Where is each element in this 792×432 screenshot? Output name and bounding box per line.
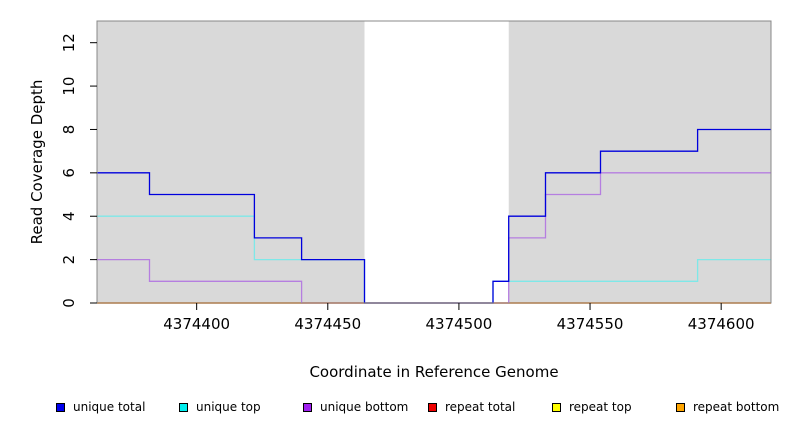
legend-item-unique-bottom: unique bottom bbox=[303, 400, 408, 414]
y-tick-label: 0 bbox=[60, 298, 78, 308]
x-axis-title: Coordinate in Reference Genome bbox=[309, 363, 558, 381]
legend-label: repeat top bbox=[569, 400, 632, 414]
x-tick-label: 4374600 bbox=[688, 315, 755, 333]
shaded-region bbox=[508, 21, 771, 303]
legend-label: unique total bbox=[73, 400, 146, 414]
legend-swatch bbox=[552, 402, 561, 412]
legend-label: unique top bbox=[196, 400, 261, 414]
legend-item-repeat-total: repeat total bbox=[428, 400, 515, 414]
legend: unique total unique top unique bottom re… bbox=[0, 400, 792, 418]
y-tick-label: 10 bbox=[60, 77, 78, 96]
y-tick-label: 12 bbox=[60, 33, 78, 52]
legend-swatch bbox=[56, 402, 65, 412]
x-tick-label: 4374400 bbox=[163, 315, 230, 333]
y-tick-label: 8 bbox=[60, 125, 78, 135]
legend-label: repeat bottom bbox=[693, 400, 780, 414]
legend-item-repeat-top: repeat top bbox=[552, 400, 632, 414]
legend-label: repeat total bbox=[445, 400, 516, 414]
y-tick-label: 6 bbox=[60, 168, 78, 178]
x-axis: 4374400 4374450 4374500 4374550 4374600 bbox=[163, 303, 755, 333]
legend-swatch bbox=[676, 402, 685, 412]
y-tick-label: 4 bbox=[60, 211, 78, 221]
legend-item-unique-top: unique top bbox=[179, 400, 261, 414]
legend-item-unique-total: unique total bbox=[56, 400, 145, 414]
x-tick-label: 4374550 bbox=[557, 315, 624, 333]
y-axis: 0 2 4 6 8 10 12 bbox=[60, 33, 97, 308]
series-line-unique-total bbox=[97, 128, 771, 304]
legend-swatch bbox=[428, 402, 437, 412]
plot-frame bbox=[96, 20, 772, 304]
coverage-chart: 4374400 4374450 4374500 4374550 4374600 0 2 4 6… bbox=[28, 20, 772, 381]
y-tick-label: 2 bbox=[60, 255, 78, 265]
shaded-regions bbox=[97, 21, 771, 303]
legend-item-repeat-bottom: repeat bottom bbox=[676, 400, 779, 414]
x-tick-label: 4374500 bbox=[426, 315, 493, 333]
legend-label: unique bottom bbox=[320, 400, 409, 414]
shaded-region bbox=[97, 21, 365, 303]
legend-swatch bbox=[179, 402, 188, 412]
y-axis-title: Read Coverage Depth bbox=[28, 80, 46, 245]
legend-swatch bbox=[303, 402, 312, 412]
x-tick-label: 4374450 bbox=[294, 315, 361, 333]
